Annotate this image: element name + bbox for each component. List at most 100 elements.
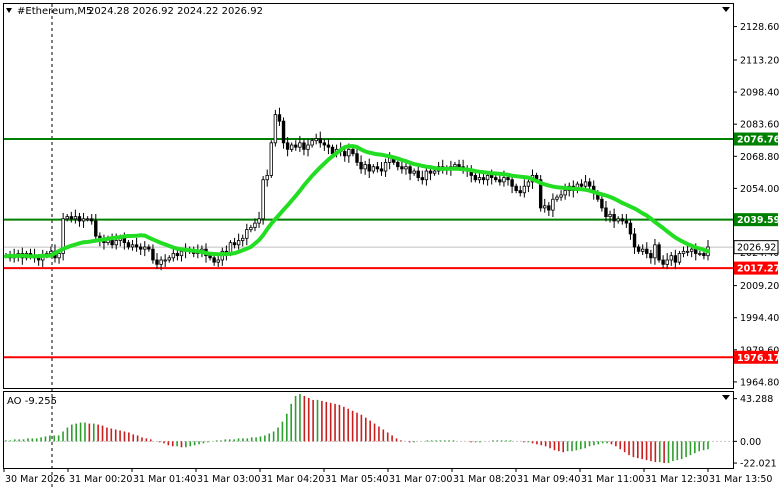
price-tick-label: 2128.60 xyxy=(740,22,779,33)
time-tick-label: 31 Mar 09:40 xyxy=(517,474,580,485)
candle-body xyxy=(122,237,127,244)
time-tick-label: 31 Mar 05:40 xyxy=(325,474,388,485)
candle-body xyxy=(665,259,669,265)
symbol-dropdown-icon[interactable] xyxy=(6,8,12,13)
level-price-tag xyxy=(734,213,778,227)
time-tick-label: 31 Mar 13:50 xyxy=(709,474,772,485)
candle-body xyxy=(404,166,408,170)
candle-body xyxy=(208,255,212,259)
price-tick-label: 1994.40 xyxy=(740,313,779,324)
candle-body xyxy=(604,207,608,218)
ao-axis: 43.288 0.00 -22.021 xyxy=(733,394,777,470)
ao-histogram xyxy=(4,393,733,464)
candle-body xyxy=(94,220,98,237)
ohlc-quote: 2024.28 2026.92 2024.22 2026.92 xyxy=(88,6,263,17)
candle-body xyxy=(151,248,155,261)
candle-body xyxy=(685,250,690,253)
level-price-tag xyxy=(734,132,778,146)
candle-body xyxy=(330,146,335,155)
candle-body xyxy=(551,198,555,211)
candle-body xyxy=(645,248,649,254)
candle-body xyxy=(506,177,510,181)
candle-body xyxy=(583,181,588,187)
candle-body xyxy=(281,120,286,144)
candle-body xyxy=(61,218,65,254)
candles xyxy=(4,107,710,271)
chart-title: #Ethereum,M5 xyxy=(17,6,92,17)
candle-body xyxy=(322,142,327,146)
candle-body xyxy=(477,177,482,181)
candle-body xyxy=(241,237,245,241)
candle-body xyxy=(90,218,94,222)
candle-body xyxy=(163,259,167,262)
level-price-label: 1976.17 xyxy=(737,353,780,364)
time-tick-label: 31 Mar 01:40 xyxy=(133,474,196,485)
current-price-label: 2026.92 xyxy=(737,243,776,254)
ao-plot-frame xyxy=(3,391,734,469)
candle-body xyxy=(543,205,547,209)
price-tick-label: 2083.60 xyxy=(740,120,779,131)
candle-body xyxy=(216,259,220,263)
candle-body xyxy=(143,246,147,250)
price-tags: 2076.76 2039.59 2017.27 1976.17 2026.92 xyxy=(733,132,781,364)
candle-body xyxy=(138,246,143,250)
ao-scroll-marker-icon[interactable] xyxy=(722,395,730,400)
candle-body xyxy=(212,257,216,263)
candle-body xyxy=(547,205,551,211)
candle-body xyxy=(657,244,661,261)
candle-body xyxy=(355,153,359,163)
candle-body xyxy=(624,220,629,224)
time-tick-label: 31 Mar 03:00 xyxy=(197,474,260,485)
candle-body xyxy=(236,240,241,246)
current-price-tag xyxy=(733,240,779,255)
time-tick-label: 31 Mar 11:00 xyxy=(581,474,644,485)
candle-body xyxy=(147,246,151,250)
candle-body xyxy=(167,257,171,261)
candle-body xyxy=(494,177,498,181)
candle-body xyxy=(175,253,180,257)
level-price-label: 2039.59 xyxy=(737,215,780,226)
candle-body xyxy=(600,198,604,209)
candle-body xyxy=(669,255,673,261)
candle-body xyxy=(85,218,90,221)
candle-body xyxy=(689,248,694,252)
candle-body xyxy=(326,144,331,148)
ao-indicator-label: AO -9.255 xyxy=(7,396,57,407)
ao-tick-label: 0.00 xyxy=(740,437,761,448)
candle-body xyxy=(379,168,384,172)
candle-body xyxy=(310,140,314,146)
level-price-label: 2017.27 xyxy=(737,264,780,275)
candle-body xyxy=(285,142,290,150)
time-axis: 30 Mar 2026 31 Mar 00:20 31 Mar 01:40 31 Ma… xyxy=(3,468,772,485)
level-price-label: 2076.76 xyxy=(737,135,781,146)
candle-body xyxy=(620,218,624,222)
candle-body xyxy=(502,177,506,183)
candle-body xyxy=(518,190,522,194)
candle-body xyxy=(269,142,273,176)
candle-body xyxy=(57,253,61,259)
candle-body xyxy=(510,179,514,187)
candle-body xyxy=(273,114,278,144)
candle-body xyxy=(302,142,306,150)
candle-body xyxy=(383,161,388,172)
main-plot-frame xyxy=(3,3,734,389)
candle-body xyxy=(126,242,131,248)
candle-body xyxy=(424,170,429,181)
candle-body xyxy=(232,242,237,246)
candle-body xyxy=(77,216,82,222)
candle-body xyxy=(359,161,363,170)
candle-body xyxy=(538,179,543,209)
candle-body xyxy=(587,181,592,187)
candle-body xyxy=(632,233,637,248)
candle-body xyxy=(114,240,118,246)
candle-body xyxy=(257,218,261,224)
candle-body xyxy=(306,144,310,150)
scroll-marker-icon[interactable] xyxy=(722,7,730,12)
candle-body xyxy=(179,250,184,257)
ao-tick-label: -22.021 xyxy=(740,459,777,470)
level-price-tag xyxy=(734,261,778,275)
candle-body xyxy=(612,214,616,222)
candle-body xyxy=(677,253,682,263)
candle-body xyxy=(579,183,584,187)
